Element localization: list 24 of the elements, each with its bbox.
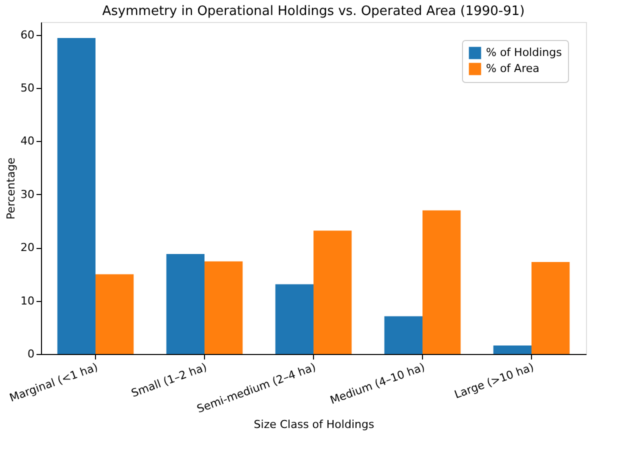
bar [314,230,352,354]
y-tick-label: 60 [20,28,34,42]
y-tick-label: 40 [20,134,34,148]
y-tick-label: 50 [20,81,34,94]
chart-title: Asymmetry in Operational Holdings vs. Operated Area (1990-91) [102,4,525,19]
bar [96,274,134,354]
bar [204,261,243,354]
bar [57,38,96,354]
bar [493,345,532,354]
y-tick-label: 30 [20,188,34,201]
legend-label: % of Holdings [486,46,562,59]
x-tick-label: Small (1–2 ha) [130,360,209,400]
bar [275,284,314,354]
bar [166,254,204,354]
bar [422,210,461,354]
y-tick-label: 10 [20,294,34,308]
y-tick-label: 20 [20,241,34,254]
x-axis-title: Size Class of Holdings [254,418,374,431]
x-tick-label: Large (>10 ha) [452,360,536,402]
bar [532,262,570,354]
y-axis-title: Percentage [4,157,18,220]
bar [384,316,422,354]
y-tick-label: 0 [28,348,34,360]
legend-label: % of Area [486,62,540,75]
